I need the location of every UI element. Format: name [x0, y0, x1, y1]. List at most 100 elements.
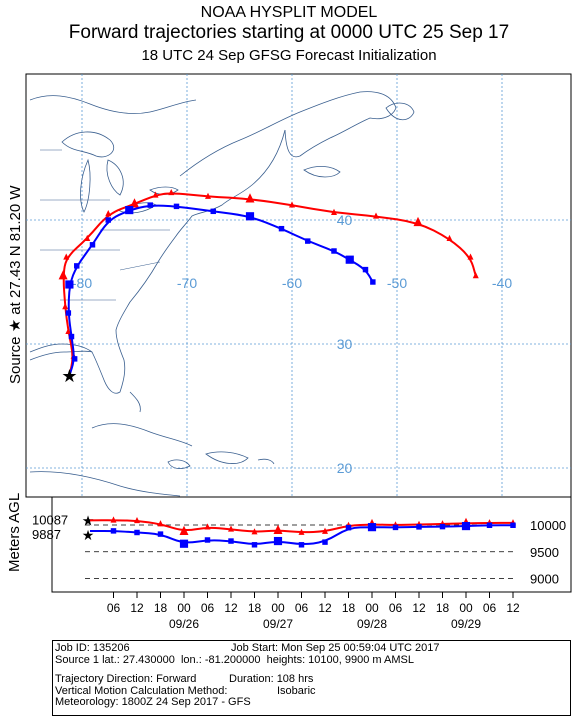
- coastline-outline: [29, 91, 415, 497]
- profile-marker: [461, 521, 471, 531]
- profile-marker: [157, 520, 164, 527]
- profile-marker: [416, 524, 422, 530]
- puerto-rico: [257, 458, 275, 465]
- trajectory-marker: [373, 212, 379, 219]
- profile-line: [89, 519, 513, 534]
- model-title: NOAA HYSPLIT MODEL: [200, 4, 378, 21]
- trajectory-marker: [65, 310, 72, 316]
- profile-marker: [134, 529, 140, 536]
- trajectory-marker: [305, 238, 311, 244]
- trajectory-marker: [331, 248, 337, 254]
- profile-marker: [179, 539, 189, 548]
- trajectory-marker: [345, 255, 354, 264]
- time-tick-label: 00: [459, 601, 473, 615]
- lake-michigan: [80, 158, 91, 213]
- trajectory-marker: [62, 303, 69, 310]
- profile-marker: [228, 525, 234, 532]
- time-tick-label: 06: [483, 601, 497, 615]
- trajectory-marker: [413, 216, 423, 227]
- profile-marker: [322, 527, 328, 534]
- profile-marker: [298, 542, 305, 548]
- lake-superior: [61, 131, 115, 158]
- longitude-label: -80: [72, 275, 92, 291]
- trajectory-marker: [289, 201, 295, 208]
- start-star-icon: ★: [82, 527, 95, 543]
- trajectory-marker: [278, 225, 285, 232]
- trajectory-lines: ★: [58, 188, 479, 386]
- us-east-coast: [29, 129, 286, 394]
- trajectory-marker: [472, 272, 479, 279]
- time-tick-label: 18: [436, 601, 450, 615]
- hispaniola: [205, 451, 249, 464]
- job-id: Job ID: 135206: [55, 642, 130, 654]
- profile-reference-lines: 10000 9500 9000 10087 ★ 9887 ★: [32, 512, 566, 586]
- source-star-icon: ★: [61, 366, 77, 386]
- bahamas: [129, 391, 141, 413]
- profile-marker: [204, 537, 211, 543]
- trajectory-marker: [446, 234, 453, 241]
- time-tick-label: 12: [130, 601, 144, 615]
- date-label: 09/27: [263, 617, 293, 631]
- hudson-area: [29, 95, 197, 114]
- trajectory-marker: [130, 198, 139, 208]
- central-america-coast: [29, 471, 181, 497]
- trajectory-marker: [125, 205, 134, 215]
- profile-marker: [510, 522, 516, 528]
- time-tick-label: 12: [506, 601, 520, 615]
- longitude-label: -70: [177, 275, 197, 291]
- profile-marker: [273, 536, 283, 546]
- time-tick-label: 06: [389, 601, 403, 615]
- profile-marker: [110, 528, 117, 534]
- time-tick-label: 06: [201, 601, 215, 615]
- time-tick-label: 18: [154, 601, 168, 615]
- state-borders: [40, 149, 170, 301]
- profile-marker: [486, 522, 493, 528]
- map-graticule: [26, 74, 571, 497]
- latitude-label: 30: [337, 336, 353, 352]
- run-info-box: Job ID: 135206 Job Start: Mon Sep 25 00:5…: [52, 640, 571, 716]
- vertical-motion-method: Vertical Motion Calculation Method:: [55, 684, 228, 697]
- profile-marker: [204, 523, 211, 530]
- profile-time-axis: 06 12 18 00 06 12 18 00 06 12 18 00 06 12 18 00 06 12 09/2…: [107, 592, 520, 631]
- profile-marker: [345, 524, 352, 531]
- profile-marker: [439, 523, 446, 530]
- time-tick-label: 18: [248, 601, 262, 615]
- profile-marker: [298, 528, 305, 535]
- vertical-motion-value: Isobaric: [277, 684, 316, 697]
- profile-marker: [251, 528, 258, 535]
- trajectory-marker: [84, 234, 91, 241]
- start-height-label: 9887: [32, 527, 61, 542]
- newfoundland: [385, 102, 415, 121]
- profile-series: [89, 516, 516, 548]
- trajectory-marker: [71, 356, 78, 362]
- time-tick-label: 00: [271, 601, 285, 615]
- trajectory-marker: [370, 279, 376, 285]
- profile-marker: [228, 538, 234, 544]
- trajectory-marker: [63, 253, 70, 260]
- trajectory-marker: [58, 270, 68, 280]
- trajectory-marker: [152, 191, 159, 198]
- trajectory-marker: [210, 208, 216, 215]
- trajectory-marker: [245, 193, 255, 203]
- longitude-label: -40: [492, 275, 512, 291]
- jamaica: [167, 459, 191, 470]
- profile-marker: [110, 516, 117, 523]
- trajectory-marker: [147, 202, 153, 208]
- lake-ontario: [149, 186, 179, 195]
- nova-scotia: [303, 166, 341, 178]
- trajectory-marker: [173, 203, 180, 210]
- time-tick-label: 12: [224, 601, 238, 615]
- longitude-label: -60: [282, 275, 302, 291]
- trajectory-marker: [362, 266, 369, 273]
- time-tick-label: 12: [412, 601, 426, 615]
- profile-marker: [322, 539, 328, 545]
- time-tick-label: 06: [107, 601, 121, 615]
- cuba: [91, 423, 193, 447]
- trajectory-path: [62, 192, 477, 377]
- gulf-coast: [29, 350, 93, 361]
- profile-marker: [392, 524, 399, 531]
- trajectory-marker: [168, 188, 175, 196]
- source-info: Source 1 lat.: 27.430000 lon.: -81.20000…: [55, 653, 414, 666]
